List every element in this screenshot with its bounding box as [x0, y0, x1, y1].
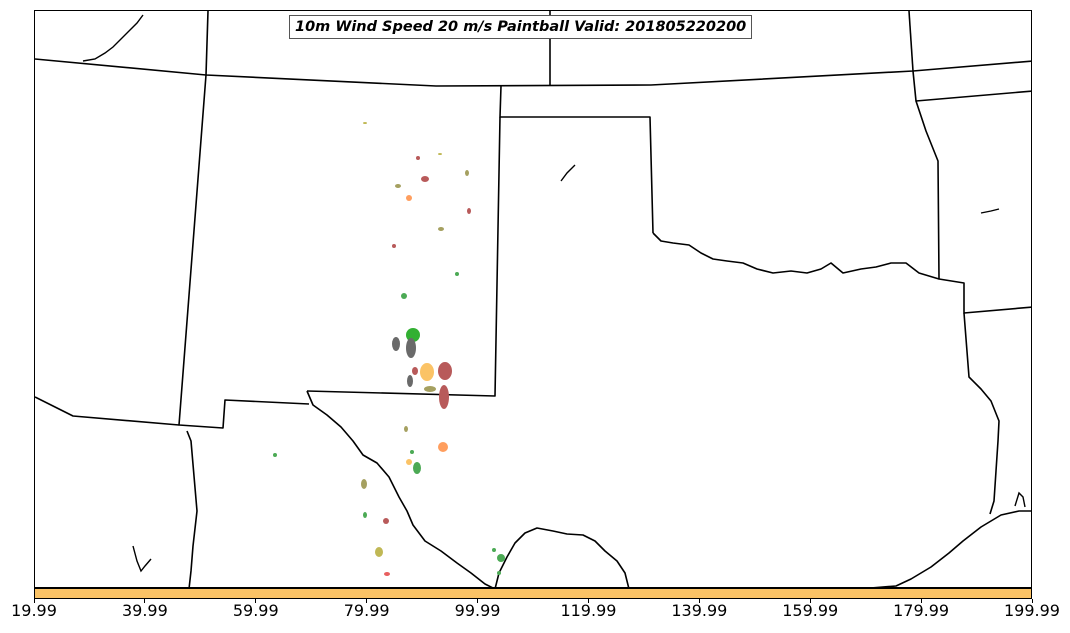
blob — [395, 184, 401, 188]
colorbar-tick-label: 119.99 — [560, 601, 617, 620]
lake-ks — [560, 164, 576, 182]
blob — [401, 293, 407, 299]
colorbar-tick-label: 199.99 — [1004, 601, 1060, 620]
blob — [406, 338, 416, 358]
blob — [438, 153, 442, 155]
blob — [410, 450, 414, 454]
map-panel — [34, 10, 1032, 588]
coast-la — [873, 510, 1031, 587]
blob — [412, 367, 418, 375]
lake-mo — [980, 208, 1000, 214]
coast-fl — [1014, 491, 1026, 508]
blob — [383, 518, 389, 524]
blob — [406, 195, 412, 201]
blob — [424, 386, 436, 392]
lake-west — [132, 545, 152, 573]
colorbar-tick-label: 99.99 — [454, 601, 501, 620]
border-nw-vertical — [205, 11, 209, 76]
state-borders — [35, 11, 1031, 587]
blob — [438, 442, 448, 452]
lake-nw — [82, 14, 144, 62]
blob — [492, 548, 496, 552]
border-tx-la — [963, 312, 1000, 515]
colorbar-tick-label: 19.99 — [11, 601, 57, 620]
border-ne-corner — [908, 11, 914, 72]
border-rio-grande — [306, 390, 493, 587]
colorbar-tick — [255, 599, 257, 603]
blob — [384, 572, 390, 576]
map-title: 10m Wind Speed 20 m/s Paintball Valid: 2… — [289, 15, 753, 39]
blob — [438, 362, 452, 380]
border-ok-panhandle — [499, 85, 654, 234]
blob — [497, 554, 505, 562]
blob — [273, 453, 277, 457]
border-mexico-west — [186, 430, 198, 587]
blob — [363, 122, 367, 124]
blob — [438, 227, 444, 231]
border-tx-nm — [306, 116, 501, 397]
colorbar-tick-label: 159.99 — [782, 601, 839, 620]
border-ar-ok — [915, 100, 1031, 314]
blob — [375, 547, 383, 557]
blob — [407, 375, 413, 387]
border-az-nm — [35, 396, 180, 426]
colorbar-tick — [366, 599, 368, 603]
colorbar-tick — [698, 599, 700, 603]
blob — [392, 244, 396, 248]
border-north — [35, 58, 1031, 87]
colorbar — [34, 588, 1032, 599]
border-red-river — [652, 232, 940, 280]
blob — [467, 208, 471, 214]
colorbar-tick — [920, 599, 922, 603]
blob — [392, 337, 400, 351]
colorbar-tick — [587, 599, 589, 603]
blob — [404, 426, 408, 432]
blob — [455, 272, 459, 276]
blob — [406, 459, 412, 465]
colorbar-tick-label: 179.99 — [893, 601, 950, 620]
blob — [420, 363, 434, 381]
water-bodies — [82, 14, 1026, 573]
colorbar-tick-label: 139.99 — [671, 601, 728, 620]
blob — [413, 462, 421, 474]
blob — [361, 479, 367, 489]
colorbar-tick-label: 59.99 — [232, 601, 279, 620]
colorbar-tick-label: 39.99 — [121, 601, 168, 620]
blob — [439, 385, 449, 409]
blob — [465, 170, 469, 176]
border-co-nm-west — [178, 74, 310, 429]
blob — [421, 176, 429, 182]
paintball-blobs — [273, 122, 505, 576]
colorbar-tick — [1031, 599, 1033, 603]
colorbar-tick — [144, 599, 146, 603]
colorbar-tick — [809, 599, 811, 603]
blob — [497, 571, 501, 575]
coast-tx — [494, 527, 630, 587]
map-canvas — [35, 11, 1031, 587]
colorbar-tick-label: 79.99 — [343, 601, 390, 620]
colorbar-tick — [477, 599, 479, 603]
colorbar-tick — [33, 599, 35, 603]
blob — [363, 512, 367, 518]
blob — [416, 156, 420, 160]
border-mo-ks — [912, 70, 1031, 102]
